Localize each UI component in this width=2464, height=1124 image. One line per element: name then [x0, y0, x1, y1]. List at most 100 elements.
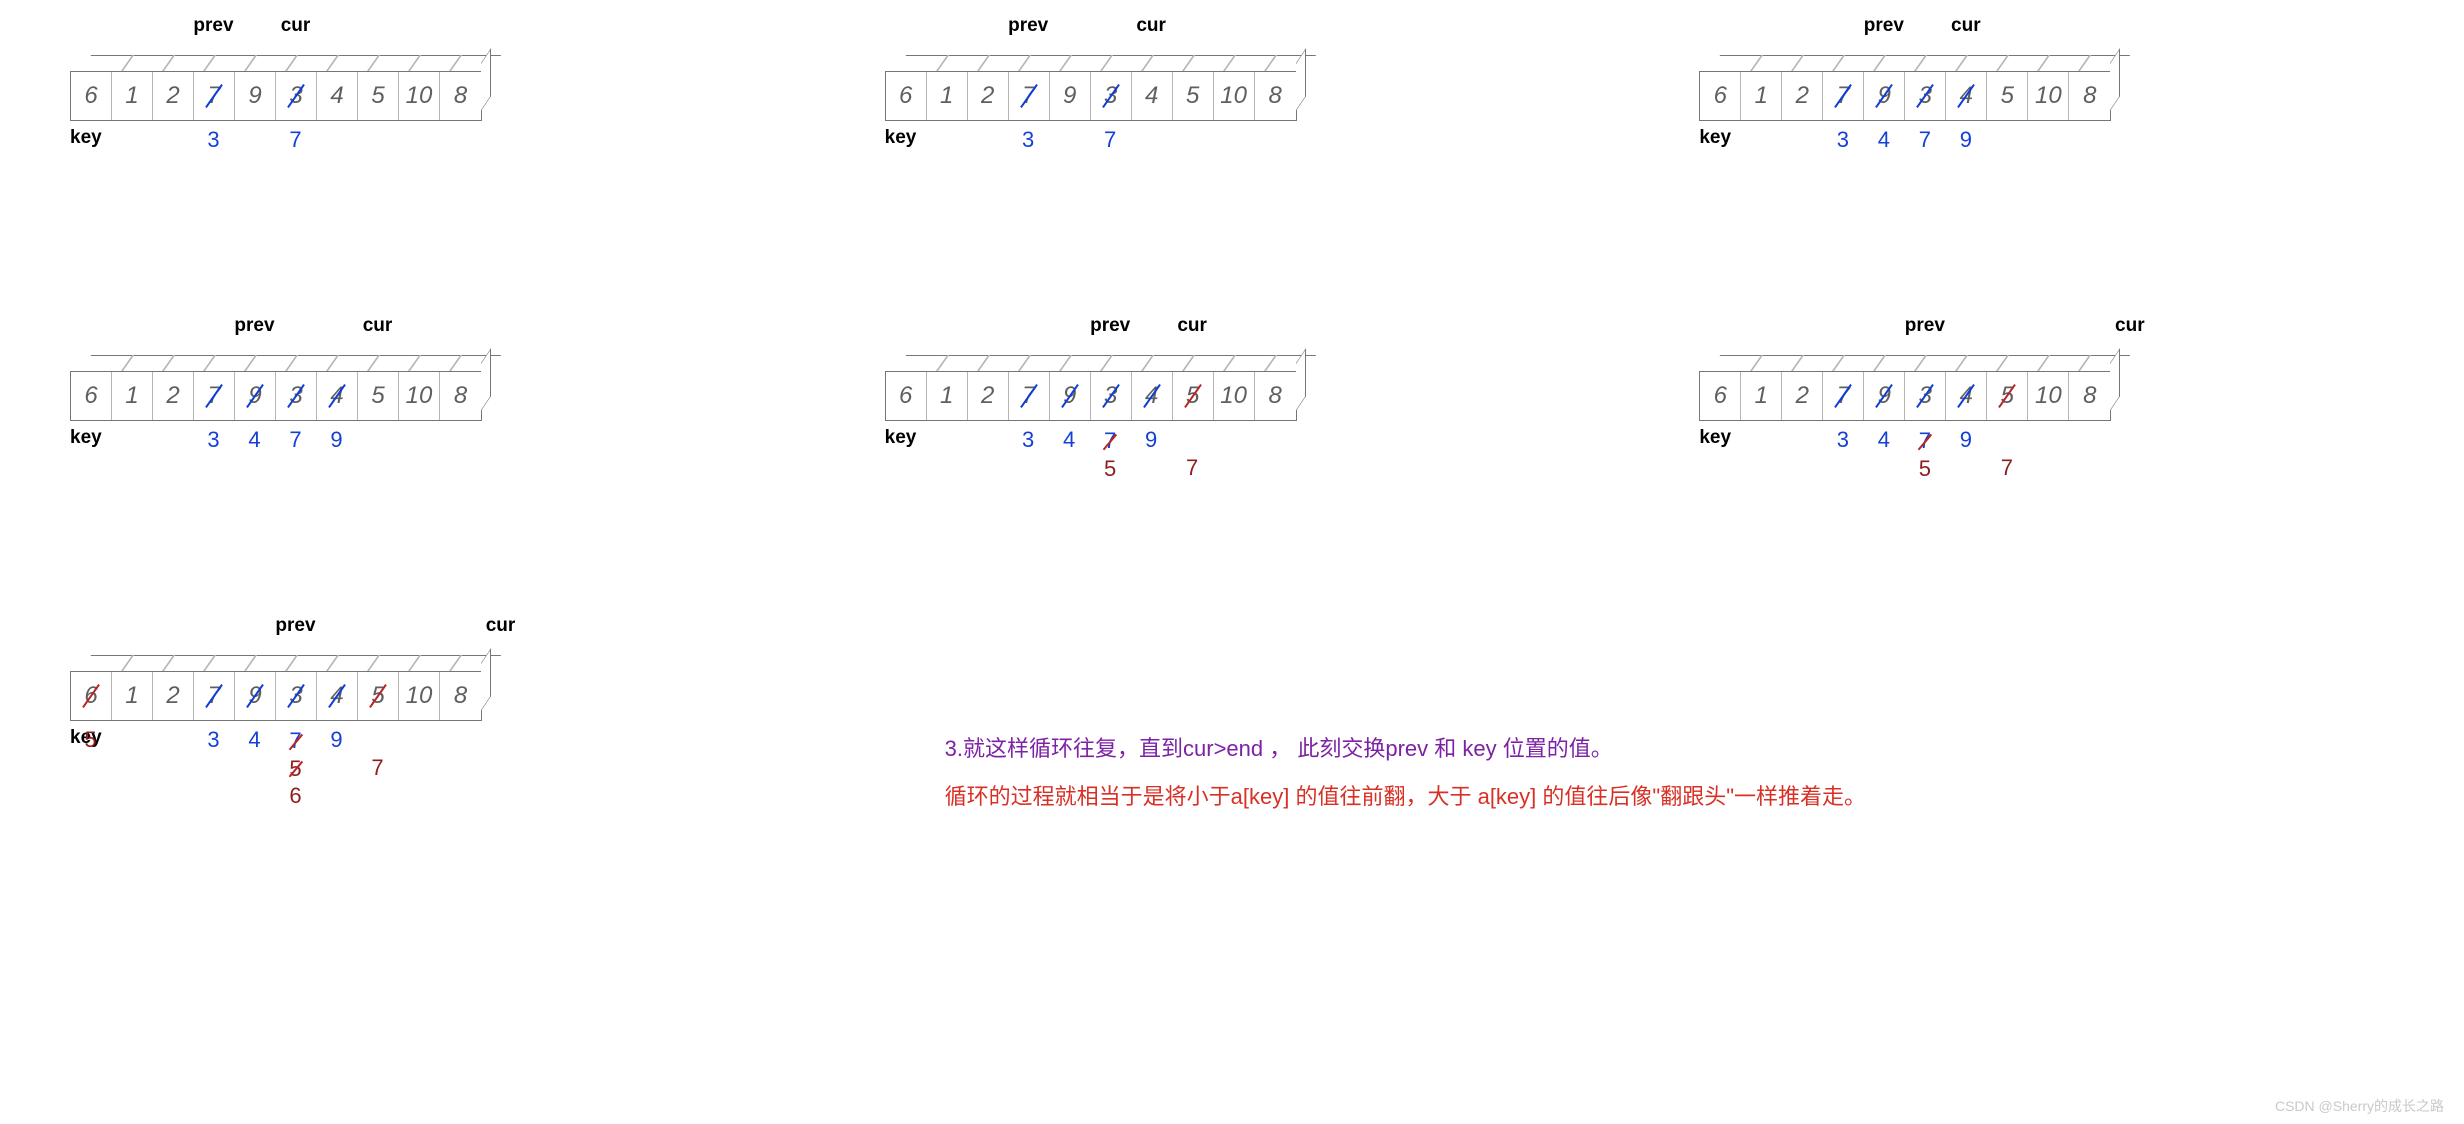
annotation: 5 [84, 727, 96, 753]
annotation: 3 [207, 127, 219, 153]
cell-value: 7 [1022, 382, 1035, 410]
cell-value: 7 [1022, 82, 1035, 110]
array-cell: 9 [1050, 372, 1091, 420]
annotation: 3 [1022, 427, 1034, 453]
annotation: 4 [248, 727, 260, 753]
cell-value: 1 [125, 682, 138, 710]
cell-value: 3 [289, 382, 302, 410]
array-cell: 3 [276, 72, 317, 120]
cell-value: 10 [2035, 82, 2062, 110]
cell-value: 8 [1268, 382, 1281, 410]
annotation: 7 [371, 755, 383, 781]
cell-value: 2 [166, 82, 179, 110]
cell-value: 9 [1063, 82, 1076, 110]
prev-pointer: prev [1008, 15, 1048, 37]
cell-value: 6 [84, 382, 97, 410]
array-cell: 8 [440, 72, 481, 120]
array-cell: 4 [317, 672, 358, 720]
cell-value: 4 [1145, 82, 1158, 110]
array-cell: 5 [1173, 72, 1214, 120]
cell-value: 2 [1796, 382, 1809, 410]
annotation: 3 [207, 727, 219, 753]
cell-value: 9 [1878, 82, 1891, 110]
annotation: 9 [330, 727, 342, 753]
array-cell: 3 [1091, 72, 1132, 120]
array-cell: 8 [440, 672, 481, 720]
array-panel: prevcur61279345108key53475697 [40, 615, 795, 835]
key-label: key [1699, 427, 1731, 449]
array-cell: 6 [1700, 72, 1741, 120]
array-panel: prevcur61279345108key37 [855, 15, 1610, 235]
array-cell: 10 [1214, 372, 1255, 420]
prev-pointer: prev [275, 615, 315, 637]
array-cell: 4 [1132, 72, 1173, 120]
array-cell: 4 [317, 372, 358, 420]
array-cell: 1 [927, 72, 968, 120]
array-cell: 6 [886, 72, 927, 120]
annotation: 7 [289, 427, 301, 453]
cell-value: 1 [940, 82, 953, 110]
array-cell: 1 [1741, 372, 1782, 420]
array-cell: 6 [71, 72, 112, 120]
array-cell: 5 [358, 72, 399, 120]
cell-value: 2 [166, 382, 179, 410]
prev-pointer: prev [1090, 315, 1130, 337]
cur-pointer: cur [1177, 315, 1207, 337]
cell-value: 3 [1104, 82, 1117, 110]
array-cell: 2 [153, 72, 194, 120]
cell-value: 2 [981, 82, 994, 110]
annotation: 75 [1104, 427, 1116, 482]
array-cell: 7 [194, 372, 235, 420]
array-cell: 6 [886, 372, 927, 420]
annotation: 4 [248, 427, 260, 453]
cell-value: 10 [2035, 382, 2062, 410]
array-cell: 1 [112, 72, 153, 120]
cell-value: 8 [2083, 82, 2096, 110]
array-cell: 9 [1864, 372, 1905, 420]
annotation: 9 [1960, 127, 1972, 153]
array-cell: 3 [1905, 372, 1946, 420]
array-cell: 6 [1700, 372, 1741, 420]
array-panel: prevcur61279345108key3479 [1669, 15, 2424, 235]
cell-value: 7 [207, 82, 220, 110]
cell-value: 7 [207, 682, 220, 710]
array-cell: 7 [1009, 72, 1050, 120]
array-cell: 3 [276, 372, 317, 420]
array-cell: 1 [927, 372, 968, 420]
array-cell: 1 [112, 672, 153, 720]
cell-value: 4 [1145, 382, 1158, 410]
annotation: 7 [1104, 127, 1116, 153]
array-cell: 7 [1009, 372, 1050, 420]
cell-value: 6 [899, 82, 912, 110]
array-cell: 2 [968, 372, 1009, 420]
array-cell: 9 [1864, 72, 1905, 120]
array-cell: 8 [1255, 72, 1296, 120]
cell-value: 8 [454, 682, 467, 710]
array-cell: 8 [440, 372, 481, 420]
prev-pointer: prev [1905, 315, 1945, 337]
array-cell: 2 [153, 372, 194, 420]
cell-value: 10 [406, 82, 433, 110]
cell-value: 1 [940, 382, 953, 410]
cell-value: 9 [248, 382, 261, 410]
cell-value: 5 [371, 682, 384, 710]
array-cell: 4 [1132, 372, 1173, 420]
array-cell: 7 [1823, 72, 1864, 120]
array-cell: 3 [1905, 72, 1946, 120]
cell-value: 3 [289, 682, 302, 710]
cell-value: 3 [289, 82, 302, 110]
array-cell: 8 [2069, 72, 2110, 120]
annotation: 9 [330, 427, 342, 453]
annotation: 4 [1878, 127, 1890, 153]
key-label: key [70, 127, 102, 149]
array-cell: 7 [194, 672, 235, 720]
cell-value: 6 [84, 82, 97, 110]
array-cell: 3 [276, 672, 317, 720]
annotation: 75 [1919, 427, 1931, 482]
cell-value: 9 [248, 82, 261, 110]
array-block: 61279345108 [1699, 355, 2424, 435]
cur-pointer: cur [486, 615, 516, 637]
caption-line-1: 3.就这样循环往复，直到cur>end ， 此刻交换prev 和 key 位置的… [945, 725, 1613, 773]
cell-value: 4 [330, 382, 343, 410]
array-cell: 8 [1255, 372, 1296, 420]
